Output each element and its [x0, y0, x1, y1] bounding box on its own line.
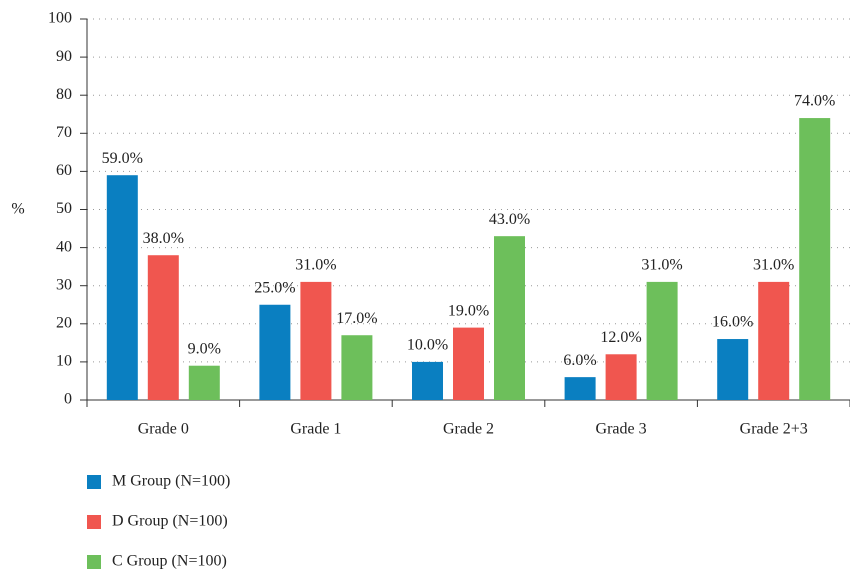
data-label: 16.0%: [712, 314, 753, 331]
y-tick-label: 40: [56, 238, 72, 255]
data-label: 9.0%: [188, 340, 221, 357]
bar: [605, 354, 637, 400]
bar: [758, 281, 790, 400]
bar: [259, 304, 291, 400]
x-tick-label: Grade 2: [443, 421, 494, 438]
bar: [453, 327, 484, 400]
y-tick-label: 70: [56, 124, 72, 141]
data-label: 12.0%: [600, 329, 641, 346]
x-tick-label: Grade 3: [596, 421, 647, 438]
data-label: 31.0%: [641, 257, 682, 274]
bar: [188, 365, 220, 400]
bar: [646, 281, 678, 400]
data-label: 59.0%: [102, 150, 143, 167]
y-tick-label: 100: [48, 10, 72, 27]
legend-label: C Group (N=100): [112, 553, 227, 570]
bar: [494, 236, 525, 400]
y-tick-label: 60: [56, 162, 72, 179]
bar: [412, 361, 443, 400]
y-tick-label: 30: [56, 276, 72, 293]
data-label: 6.0%: [563, 352, 596, 369]
y-axis-label: %: [11, 201, 24, 218]
data-label: 25.0%: [254, 279, 295, 296]
data-label: 10.0%: [407, 337, 448, 354]
bar: [799, 118, 831, 400]
data-label: 17.0%: [336, 310, 377, 327]
legend-swatch: [87, 515, 101, 529]
legend-label: M Group (N=100): [112, 473, 230, 490]
legend-swatch: [87, 555, 101, 569]
x-tick-label: Grade 2+3: [740, 421, 808, 438]
y-tick-label: 20: [56, 314, 72, 331]
bar: [300, 281, 332, 400]
data-label: 31.0%: [295, 257, 336, 274]
bar: [341, 335, 373, 400]
bar: [106, 175, 138, 400]
y-tick-label: 50: [56, 200, 72, 217]
data-label: 19.0%: [448, 302, 489, 319]
y-tick-label: 10: [56, 353, 72, 370]
legend-label: D Group (N=100): [112, 513, 228, 530]
x-tick-label: Grade 0: [138, 421, 189, 438]
y-tick-label: 80: [56, 86, 72, 103]
y-tick-label: 90: [56, 48, 72, 65]
data-label: 74.0%: [794, 93, 835, 110]
data-label: 43.0%: [489, 211, 530, 228]
bar: [564, 377, 596, 400]
y-tick-label: 0: [64, 391, 72, 408]
data-label: 38.0%: [143, 230, 184, 247]
bar: [147, 255, 179, 400]
data-label: 31.0%: [753, 257, 794, 274]
legend-swatch: [87, 475, 101, 489]
x-tick-label: Grade 1: [290, 421, 341, 438]
bar: [717, 339, 749, 400]
